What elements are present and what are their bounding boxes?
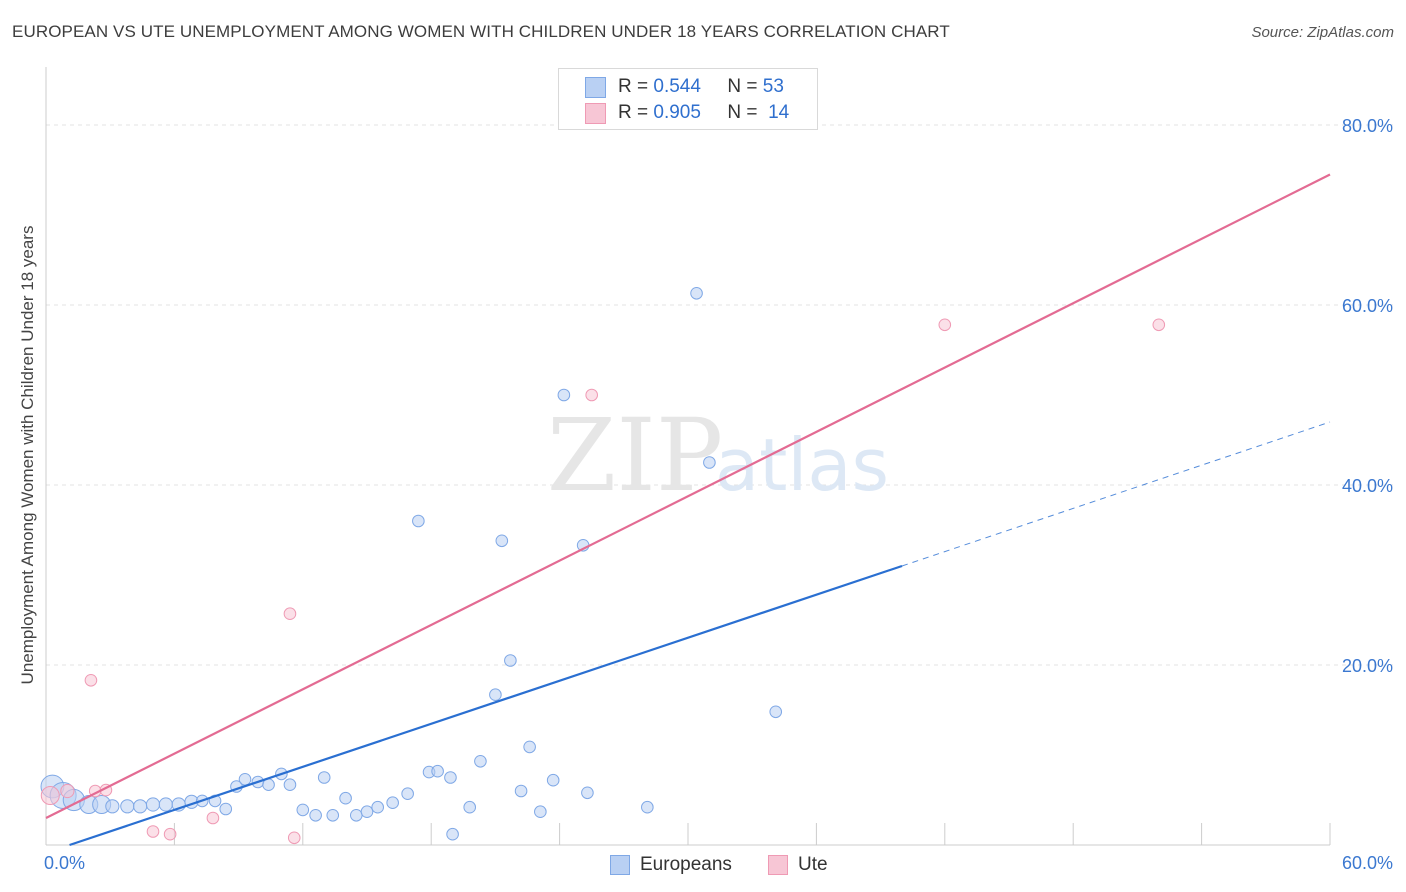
source-label: Source: ZipAtlas.com xyxy=(1251,24,1394,41)
series-legend: Europeans Ute xyxy=(0,852,1406,878)
ute-legend-swatch xyxy=(768,855,788,875)
europeans-point-28 xyxy=(371,800,385,814)
europeans-point-40 xyxy=(504,654,517,667)
legend-item-europeans[interactable]: Europeans xyxy=(610,852,732,878)
europeans-trendline-extension xyxy=(901,421,1331,567)
ute-point-1 xyxy=(60,783,75,799)
europeans-point-20 xyxy=(283,778,297,792)
legend-row-europeans: R = 0.544 N = 53 xyxy=(585,74,784,100)
watermark-atlas: atlas xyxy=(715,423,889,507)
europeans-point-7 xyxy=(133,799,148,814)
ute-n-value: 14 xyxy=(768,102,790,123)
europeans-point-6 xyxy=(120,799,135,814)
europeans-n-value: 53 xyxy=(762,76,784,97)
y-tick-label-20: 20.0% xyxy=(1342,656,1393,676)
europeans-point-21 xyxy=(296,803,310,817)
ute-point-5 xyxy=(146,825,160,838)
europeans-point-26 xyxy=(350,809,363,822)
europeans-point-8 xyxy=(145,797,161,812)
europeans-point-33 xyxy=(431,764,444,778)
ute-swatch xyxy=(585,102,606,124)
watermark-zip: ZIP xyxy=(547,397,723,514)
ute-point-9 xyxy=(287,831,301,845)
europeans-point-48 xyxy=(641,800,654,814)
ute-point-4 xyxy=(84,674,98,687)
europeans-point-44 xyxy=(546,773,560,787)
legend-row-ute: R = 0.905 N = 14 xyxy=(585,100,789,126)
europeans-point-5 xyxy=(105,799,120,814)
europeans-point-42 xyxy=(523,740,536,754)
y-tick-label-80: 80.0% xyxy=(1342,116,1393,136)
ute-point-0 xyxy=(40,786,60,805)
europeans-point-16 xyxy=(238,773,252,786)
n-label: N = xyxy=(727,76,758,97)
europeans-point-30 xyxy=(401,787,414,801)
europeans-point-45 xyxy=(557,388,571,402)
europeans-point-51 xyxy=(769,705,783,719)
europeans-swatch xyxy=(585,76,606,98)
correlation-legend: R = 0.544 N = 53 R = 0.905 N = 14 xyxy=(558,68,818,130)
r-label: R = xyxy=(618,76,649,97)
ute-point-11 xyxy=(938,318,952,332)
europeans-point-41 xyxy=(514,784,528,798)
europeans-point-37 xyxy=(474,755,487,768)
europeans-r-value: 0.544 xyxy=(653,76,701,97)
europeans-point-50 xyxy=(703,456,716,469)
legend-item-ute[interactable]: Ute xyxy=(768,852,828,878)
y-tick-label-40: 40.0% xyxy=(1342,476,1393,496)
europeans-point-31 xyxy=(412,514,425,528)
ute-legend-label: Ute xyxy=(798,854,828,875)
europeans-point-43 xyxy=(534,805,547,819)
europeans-point-34 xyxy=(444,771,457,784)
europeans-legend-label: Europeans xyxy=(640,854,732,875)
europeans-point-49 xyxy=(690,287,703,300)
ute-trendline xyxy=(45,173,1331,819)
chart-title: EUROPEAN VS UTE UNEMPLOYMENT AMONG WOMEN… xyxy=(12,22,950,41)
europeans-point-27 xyxy=(360,805,374,819)
europeans-point-47 xyxy=(581,786,594,800)
europeans-point-14 xyxy=(219,802,233,816)
europeans-point-36 xyxy=(463,800,477,814)
y-tick-label-60: 60.0% xyxy=(1342,296,1393,316)
europeans-point-24 xyxy=(326,809,340,822)
x-tick-label-max: 60.0% xyxy=(1342,853,1393,873)
r-label: R = xyxy=(618,102,649,123)
ute-point-10 xyxy=(585,388,599,402)
europeans-point-22 xyxy=(309,809,322,822)
ute-point-6 xyxy=(163,827,177,841)
europeans-point-39 xyxy=(495,534,509,548)
europeans-point-29 xyxy=(386,796,399,810)
europeans-point-9 xyxy=(158,797,173,812)
ute-point-12 xyxy=(1152,318,1166,332)
ute-point-8 xyxy=(283,607,297,621)
europeans-point-35 xyxy=(446,827,459,841)
ute-point-7 xyxy=(206,811,220,825)
europeans-point-38 xyxy=(489,688,502,702)
europeans-trendline xyxy=(69,564,903,847)
x-tick-label-min: 0.0% xyxy=(44,853,85,873)
n-label: N = xyxy=(727,102,758,123)
ute-r-value: 0.905 xyxy=(653,102,701,123)
europeans-point-23 xyxy=(317,771,331,784)
europeans-point-25 xyxy=(339,791,352,805)
europeans-legend-swatch xyxy=(610,855,630,875)
